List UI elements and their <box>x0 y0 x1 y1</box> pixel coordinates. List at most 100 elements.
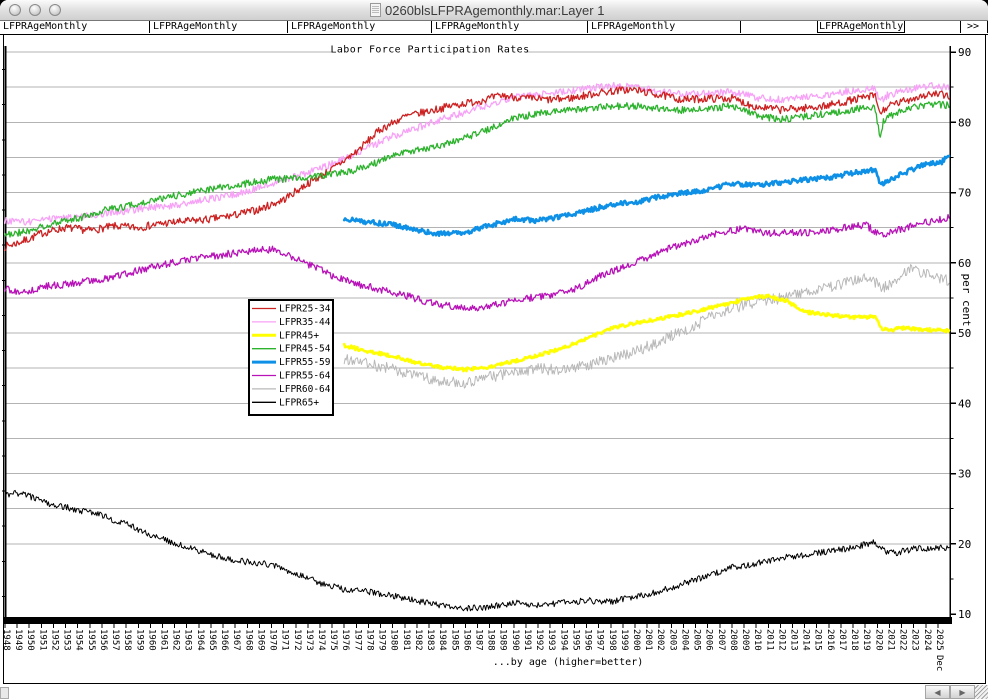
tab-lfpragemonthly-4[interactable]: LFPRAgeMonthly <box>432 21 588 33</box>
chart-frame <box>3 34 986 684</box>
zoom-button[interactable] <box>49 4 61 16</box>
x-axis-tick-label: 1950 <box>25 629 35 651</box>
x-axis-tick-label: 2011 <box>764 629 774 651</box>
y-axis-tick-label: 10 <box>958 608 971 621</box>
x-axis-tick-label: 1994 <box>558 629 568 651</box>
x-axis-tick-label: 1963 <box>183 629 193 651</box>
legend-label-LFPR65+: LFPR65+ <box>279 397 319 408</box>
x-axis-tick-label: 2013 <box>789 629 799 651</box>
series-LFPR35-44 <box>4 81 950 226</box>
x-axis-tick-label: 1984 <box>437 629 447 651</box>
x-axis-tick-label: 1981 <box>401 629 411 651</box>
x-axis-tick-label: 1974 <box>316 629 326 651</box>
x-axis-tick-label: 1965 <box>207 629 217 651</box>
horizontal-scrollbar[interactable]: ◀ ▶ <box>0 685 988 699</box>
x-axis-tick-label: 1987 <box>474 629 484 651</box>
y-axis-tick-label: 80 <box>958 116 971 129</box>
series-LFPR55-64 <box>4 213 950 312</box>
x-axis-tick-label: 2018 <box>849 629 859 651</box>
x-axis-tick-label: 2007 <box>716 629 726 651</box>
x-axis-tick-label: 1949 <box>13 629 23 651</box>
x-axis-tick-label: 2009 <box>740 629 750 651</box>
legend-box <box>248 299 334 416</box>
tab-lfpragemonthly-1[interactable]: LFPRAgeMonthly <box>0 21 150 33</box>
x-axis-tick-label: 1992 <box>534 629 544 651</box>
scrollbar-left-cap[interactable] <box>0 687 9 699</box>
title-bar[interactable]: 0260blsLFPRAgemonthly.mar:Layer 1 <box>0 0 988 21</box>
y-axis-title: per cent <box>960 274 973 327</box>
x-axis-tick-label: 2024 <box>922 629 932 651</box>
x-axis-tick-label: 1954 <box>74 629 84 651</box>
chart-title: Labor Force Participation Rates <box>330 45 529 56</box>
legend-label-LFPR25-34: LFPR25-34 <box>279 304 331 315</box>
x-axis-tick-label: 1971 <box>280 629 290 651</box>
x-axis-tick-label: 1991 <box>522 629 532 651</box>
x-axis-tick-label: 2003 <box>667 629 677 651</box>
x-axis-tick-label: 1948 <box>1 629 11 651</box>
legend-label-LFPR55-59: LFPR55-59 <box>279 357 331 368</box>
x-axis-bar <box>3 617 952 624</box>
x-axis-tick-label: 2008 <box>728 629 738 651</box>
tab-lfpragemonthly-5[interactable]: LFPRAgeMonthly <box>588 21 741 33</box>
x-axis-tick-label: 1972 <box>292 629 302 651</box>
legend-label-LFPR45-54: LFPR45-54 <box>279 344 331 355</box>
legend-label-LFPR45+: LFPR45+ <box>279 330 319 341</box>
x-axis-tick-label: 1986 <box>461 629 471 651</box>
x-axis-tick-label: 1975 <box>328 629 338 651</box>
tab-lfpragemonthly-6[interactable]: LFPRAgeMonthly <box>741 21 961 33</box>
y-axis-tick-label: 30 <box>958 468 971 481</box>
x-axis-tick-label: 1980 <box>389 629 399 651</box>
x-axis-tick-label: 1961 <box>159 629 169 651</box>
x-axis-tick-label: 1951 <box>37 629 47 651</box>
tab-lfpragemonthly-2[interactable]: LFPRAgeMonthly <box>150 21 288 33</box>
x-axis-tick-label: 1998 <box>607 629 617 651</box>
y-axis-tick-label: 40 <box>958 397 971 410</box>
x-axis-tick-label: 2005 <box>692 629 702 651</box>
x-axis-tick-label: 2015 <box>813 629 823 651</box>
x-axis-tick-label: 2001 <box>643 629 653 651</box>
tab-lfpragemonthly-3[interactable]: LFPRAgeMonthly <box>288 21 432 33</box>
x-axis-tick-label: 1995 <box>570 629 580 651</box>
x-axis-tick-label: 1988 <box>486 629 496 651</box>
x-axis-tick-label: 1993 <box>546 629 556 651</box>
x-axis-tick-label: 2017 <box>837 629 847 651</box>
x-axis-month-label: Dec <box>934 655 944 671</box>
tab-label-selected: LFPRAgeMonthly <box>817 21 906 33</box>
x-axis-tick-label: 1968 <box>243 629 253 651</box>
series-LFPR65+ <box>4 489 950 612</box>
x-axis-tick-label: 2025 <box>934 629 944 651</box>
x-axis-tick-label: 2016 <box>825 629 835 651</box>
minimize-button[interactable] <box>29 4 41 16</box>
x-axis-tick-label: 1955 <box>86 629 96 651</box>
x-axis-tick-label: 2019 <box>861 629 871 651</box>
x-axis-tick-label: 1958 <box>122 629 132 651</box>
x-axis-tick-label: 2004 <box>679 629 689 651</box>
chart-caption: ...by age (higher=better) <box>493 657 644 668</box>
close-button[interactable] <box>9 4 21 16</box>
series-LFPR25-34 <box>4 86 950 252</box>
series-LFPR60-64 <box>343 264 950 389</box>
legend-label-LFPR60-64: LFPR60-64 <box>279 384 331 395</box>
series-LFPR45-54 <box>4 100 950 238</box>
document-icon <box>370 3 381 17</box>
series-LFPR45+ <box>342 293 951 373</box>
x-axis-tick-label: 1973 <box>304 629 314 651</box>
scroll-left-button[interactable]: ◀ <box>925 685 950 699</box>
x-axis-tick-label: 2006 <box>704 629 714 651</box>
x-axis-tick-label: 1956 <box>98 629 108 651</box>
scroll-right-button[interactable]: ▶ <box>950 685 975 699</box>
chart-title-bg <box>333 43 527 54</box>
legend-label-LFPR35-44: LFPR35-44 <box>279 317 331 328</box>
x-axis-tick-label: 1953 <box>62 629 72 651</box>
x-axis-tick-label: 2000 <box>631 629 641 651</box>
x-axis-tick-label: 1976 <box>340 629 350 651</box>
y-axis-tick-label: 90 <box>958 46 971 59</box>
resize-grip-icon[interactable] <box>975 685 988 699</box>
x-axis-tick-label: 1985 <box>449 629 459 651</box>
x-axis-tick-label: 1990 <box>510 629 520 651</box>
y-axis-tick-label: 50 <box>958 327 971 340</box>
y-axis-tick-label: 70 <box>958 187 971 200</box>
series-LFPR55-59 <box>342 154 951 237</box>
